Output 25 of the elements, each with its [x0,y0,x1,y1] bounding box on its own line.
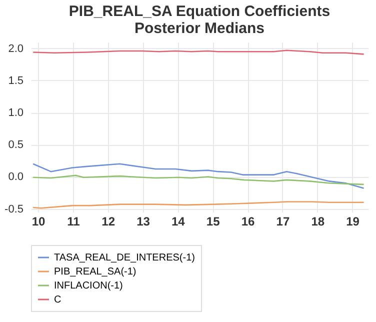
y-tick-label: 1.5 [8,74,24,87]
chart-title: PIB_REAL_SA Equation Coefficients [68,3,330,20]
chart-subtitle: Posterior Medians [134,20,265,37]
legend-label: INFLACION(-1) [54,280,123,292]
y-tick-label: 0.0 [8,171,24,184]
x-tick-label: 16 [241,214,256,228]
x-tick-label: 13 [136,214,150,228]
x-tick-label: 15 [206,214,220,228]
x-tick-label: 11 [67,214,80,228]
legend-label: C [54,294,62,306]
x-tick-label: 18 [311,214,325,228]
y-tick-label: 2.0 [8,42,24,55]
x-tick-label: 10 [32,214,46,228]
y-tick-label: 0.5 [8,139,24,152]
x-tick-label: 19 [346,214,360,228]
x-tick-label: 14 [171,214,186,228]
line-series [32,201,364,209]
line-series [32,163,364,189]
x-tick-label: 12 [102,214,116,228]
legend-label: TASA_REAL_DE_INTERES(-1) [54,252,195,264]
x-tick-label: 17 [276,214,290,228]
legend-label: PIB_REAL_SA(-1) [54,266,136,278]
y-tick-label: -0.5 [4,203,24,216]
line-series [32,174,364,186]
y-tick-label: 1.0 [8,107,24,120]
